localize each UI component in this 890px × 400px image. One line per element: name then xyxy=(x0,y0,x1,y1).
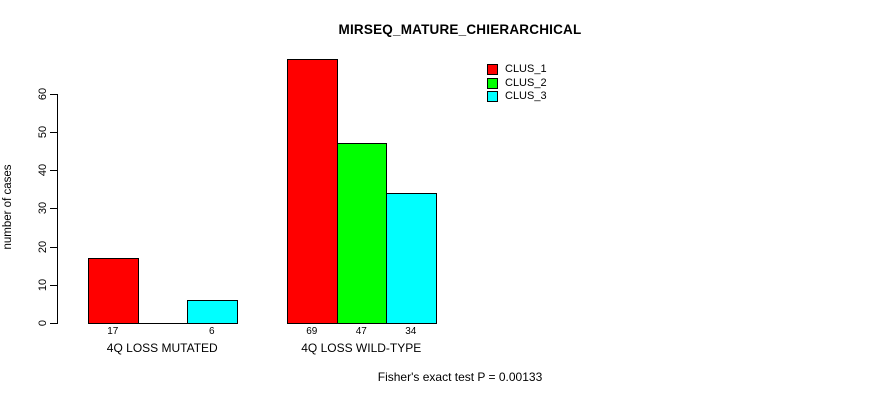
bar-clus_1-1 xyxy=(88,258,139,324)
y-axis-tick xyxy=(50,131,57,133)
legend-label: CLUS_1 xyxy=(505,63,547,75)
bar-value-label: 17 xyxy=(107,326,119,337)
category-label: 4Q LOSS MUTATED xyxy=(106,341,218,355)
bar-clus_3-1 xyxy=(187,300,238,324)
y-axis-tick-label: 50 xyxy=(37,125,49,138)
y-axis-tick xyxy=(50,93,57,95)
bar-clus_1-2 xyxy=(287,59,338,324)
bar-value-label: 47 xyxy=(355,326,367,337)
chart-title: MIRSEQ_MATURE_CHIERARCHICAL xyxy=(338,22,582,37)
fisher-test-annotation: Fisher's exact test P = 0.00133 xyxy=(377,370,543,384)
y-axis-tick xyxy=(50,246,57,248)
bar-value-label: 6 xyxy=(208,326,215,337)
y-axis-tick-label: 10 xyxy=(37,278,49,291)
group-baseline xyxy=(88,323,238,324)
legend-label: CLUS_3 xyxy=(505,90,547,102)
y-axis-tick xyxy=(50,170,57,172)
legend-swatch-clus_1 xyxy=(487,64,498,75)
category-label: 4Q LOSS WILD-TYPE xyxy=(301,341,422,355)
y-axis-tick-label: 0 xyxy=(37,319,49,327)
y-axis-tick xyxy=(50,323,57,324)
y-axis-tick-label: 40 xyxy=(37,163,49,177)
bar-clus_3-2 xyxy=(386,193,437,324)
y-axis-tick-label: 30 xyxy=(37,202,49,215)
y-axis-line xyxy=(57,93,58,324)
bar-value-label: 69 xyxy=(306,326,318,337)
legend-label: CLUS_2 xyxy=(505,76,547,89)
y-axis-tick xyxy=(50,284,57,286)
bar-value-label: 34 xyxy=(405,326,417,337)
legend-swatch-clus_3 xyxy=(487,91,498,102)
bar-clus_2-2 xyxy=(336,143,387,324)
y-axis-tick-label: 20 xyxy=(37,240,49,253)
y-axis-tick xyxy=(50,208,57,210)
legend-swatch-clus_2 xyxy=(487,77,498,89)
y-axis-tick-label: 60 xyxy=(37,87,49,100)
